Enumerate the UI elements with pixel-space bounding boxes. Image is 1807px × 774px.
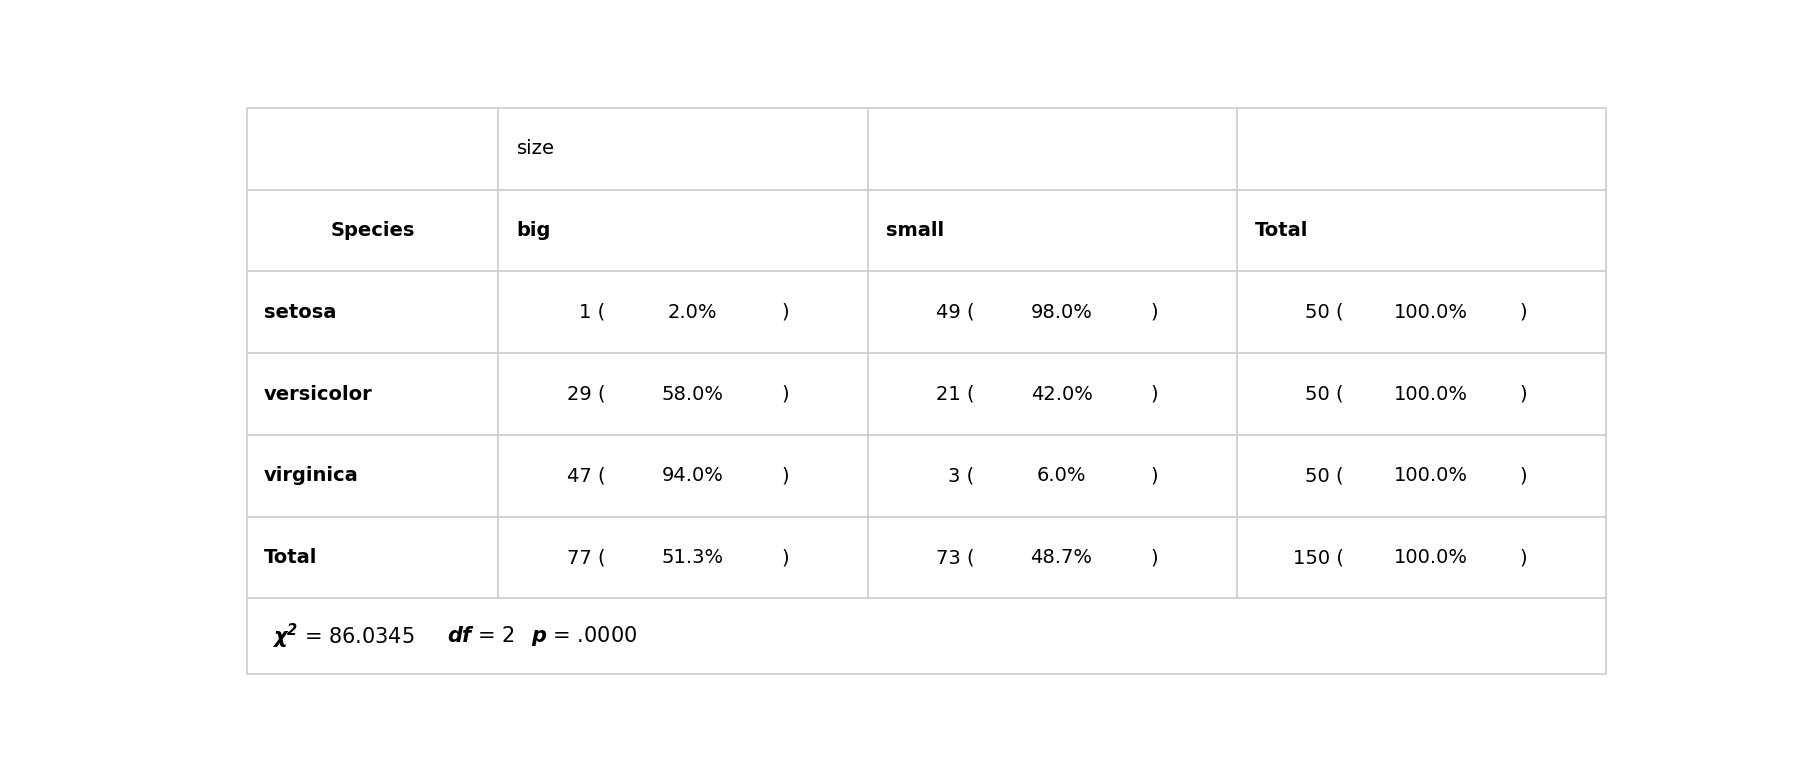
Text: 47 (: 47 (: [566, 466, 605, 485]
Text: 50 (: 50 (: [1305, 466, 1343, 485]
Text: small: small: [885, 221, 943, 240]
Text: 1 (: 1 (: [578, 303, 605, 322]
Text: ): ): [1149, 466, 1156, 485]
Text: 150 (: 150 (: [1292, 548, 1343, 567]
Text: $\bfit{df}$ = 2: $\bfit{df}$ = 2: [446, 626, 515, 646]
Text: 29 (: 29 (: [566, 385, 605, 403]
Text: ): ): [1518, 303, 1527, 322]
Text: ): ): [781, 385, 788, 403]
Text: 100.0%: 100.0%: [1393, 548, 1467, 567]
Text: 100.0%: 100.0%: [1393, 303, 1467, 322]
Text: 3 (: 3 (: [947, 466, 974, 485]
Text: big: big: [517, 221, 551, 240]
Text: 98.0%: 98.0%: [1030, 303, 1091, 322]
Text: 50 (: 50 (: [1305, 303, 1343, 322]
Text: ): ): [1149, 548, 1156, 567]
Text: 42.0%: 42.0%: [1030, 385, 1091, 403]
Text: versicolor: versicolor: [264, 385, 372, 403]
Text: ): ): [1149, 303, 1156, 322]
Text: 100.0%: 100.0%: [1393, 466, 1467, 485]
Text: $\bfit{p}$ = .0000: $\bfit{p}$ = .0000: [531, 624, 638, 648]
Text: 50 (: 50 (: [1305, 385, 1343, 403]
Text: ): ): [1518, 385, 1527, 403]
Text: ): ): [781, 466, 788, 485]
Text: 94.0%: 94.0%: [661, 466, 723, 485]
Text: setosa: setosa: [264, 303, 336, 322]
Text: ): ): [781, 548, 788, 567]
Text: Species: Species: [331, 221, 414, 240]
Text: Total: Total: [1254, 221, 1308, 240]
Text: 49 (: 49 (: [936, 303, 974, 322]
Text: ): ): [781, 303, 788, 322]
Text: 6.0%: 6.0%: [1035, 466, 1086, 485]
Text: 100.0%: 100.0%: [1393, 385, 1467, 403]
Text: ): ): [1518, 466, 1527, 485]
Text: 48.7%: 48.7%: [1030, 548, 1091, 567]
Text: virginica: virginica: [264, 466, 358, 485]
Text: 77 (: 77 (: [566, 548, 605, 567]
Text: ): ): [1149, 385, 1156, 403]
Text: $\bfit{\chi}^2$ = 86.0345: $\bfit{\chi}^2$ = 86.0345: [273, 622, 414, 651]
Text: 58.0%: 58.0%: [661, 385, 723, 403]
Text: size: size: [517, 139, 555, 158]
Text: 51.3%: 51.3%: [661, 548, 723, 567]
Text: 73 (: 73 (: [936, 548, 974, 567]
Text: ): ): [1518, 548, 1527, 567]
Text: 21 (: 21 (: [936, 385, 974, 403]
Text: Total: Total: [264, 548, 316, 567]
Text: 2.0%: 2.0%: [667, 303, 717, 322]
